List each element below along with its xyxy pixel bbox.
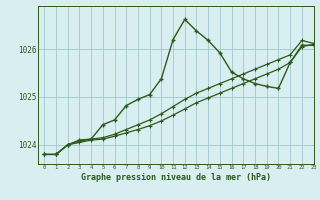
- X-axis label: Graphe pression niveau de la mer (hPa): Graphe pression niveau de la mer (hPa): [81, 173, 271, 182]
